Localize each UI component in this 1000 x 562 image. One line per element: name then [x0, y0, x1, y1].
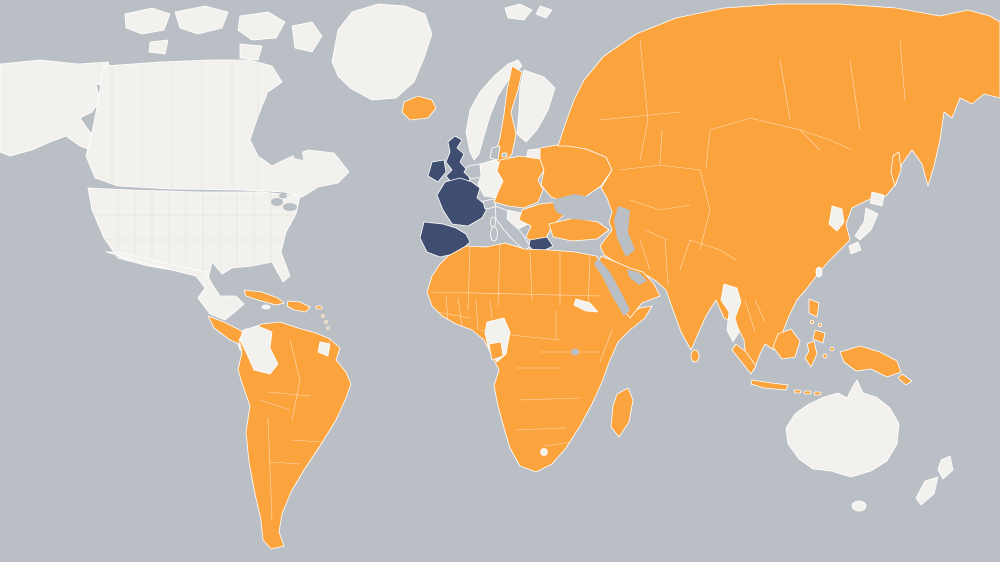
- region-alaska[interactable]: [0, 59, 113, 157]
- region-gabon[interactable]: [488, 341, 504, 361]
- region-cuba[interactable]: [243, 289, 285, 306]
- black-sea: [552, 194, 608, 221]
- region-canadian-arctic[interactable]: [124, 5, 323, 61]
- region-japan[interactable]: [848, 191, 885, 255]
- region-madagascar[interactable]: [610, 387, 634, 438]
- region-philippines[interactable]: [808, 298, 826, 344]
- south-america-country-borders: [259, 338, 331, 521]
- region-france[interactable]: [436, 177, 489, 227]
- us-state-borders: [90, 188, 300, 285]
- region-norway[interactable]: [465, 59, 523, 161]
- region-mexico[interactable]: [105, 251, 245, 321]
- region-colombia[interactable]: [239, 325, 279, 375]
- region-sakhalin[interactable]: [890, 151, 902, 187]
- region-benelux[interactable]: [463, 163, 482, 180]
- seas: [552, 194, 647, 356]
- region-jamaica[interactable]: [261, 304, 271, 310]
- region-canada[interactable]: [85, 59, 350, 198]
- lake-victoria: [571, 348, 579, 356]
- region-south-america[interactable]: [237, 321, 352, 550]
- region-sulawesi[interactable]: [804, 340, 818, 368]
- region-new-zealand[interactable]: [915, 455, 954, 506]
- region-new-guinea[interactable]: [839, 345, 913, 386]
- region-denmark[interactable]: [489, 145, 508, 161]
- region-russia-asia[interactable]: [557, 3, 1000, 371]
- region-ireland[interactable]: [427, 159, 447, 183]
- region-eritrea[interactable]: [573, 298, 599, 313]
- region-borneo[interactable]: [772, 328, 801, 360]
- hudson-bay: [264, 86, 322, 160]
- region-puerto-rico[interactable]: [315, 305, 323, 310]
- great-lakes: [271, 193, 307, 215]
- asia-country-borders: [599, 39, 906, 333]
- red-sea: [594, 258, 630, 316]
- region-united-states[interactable]: [87, 187, 301, 289]
- region-lesser-sunda[interactable]: [793, 346, 835, 396]
- region-hispaniola[interactable]: [286, 300, 311, 313]
- region-australia[interactable]: [785, 379, 900, 512]
- region-java[interactable]: [750, 379, 789, 391]
- region-taiwan[interactable]: [815, 266, 823, 278]
- region-korea[interactable]: [828, 205, 845, 232]
- region-lesser-antilles[interactable]: [321, 314, 330, 330]
- region-finland[interactable]: [516, 69, 556, 143]
- caspian-sea: [614, 206, 635, 257]
- region-iceland[interactable]: [401, 95, 437, 121]
- region-sumatra[interactable]: [731, 343, 757, 375]
- region-greenland[interactable]: [331, 3, 433, 101]
- region-svalbard[interactable]: [504, 3, 553, 21]
- region-croatia-bosnia[interactable]: [506, 209, 529, 230]
- region-switzerland[interactable]: [482, 198, 497, 210]
- region-africa[interactable]: [426, 242, 653, 473]
- region-myanmar[interactable]: [720, 283, 742, 343]
- canada-province-borders: [111, 60, 259, 190]
- africa-country-borders: [429, 243, 613, 447]
- region-sri-lanka[interactable]: [690, 349, 700, 363]
- region-lesotho[interactable]: [540, 448, 548, 456]
- region-suriname[interactable]: [317, 341, 331, 357]
- persian-gulf: [627, 269, 647, 285]
